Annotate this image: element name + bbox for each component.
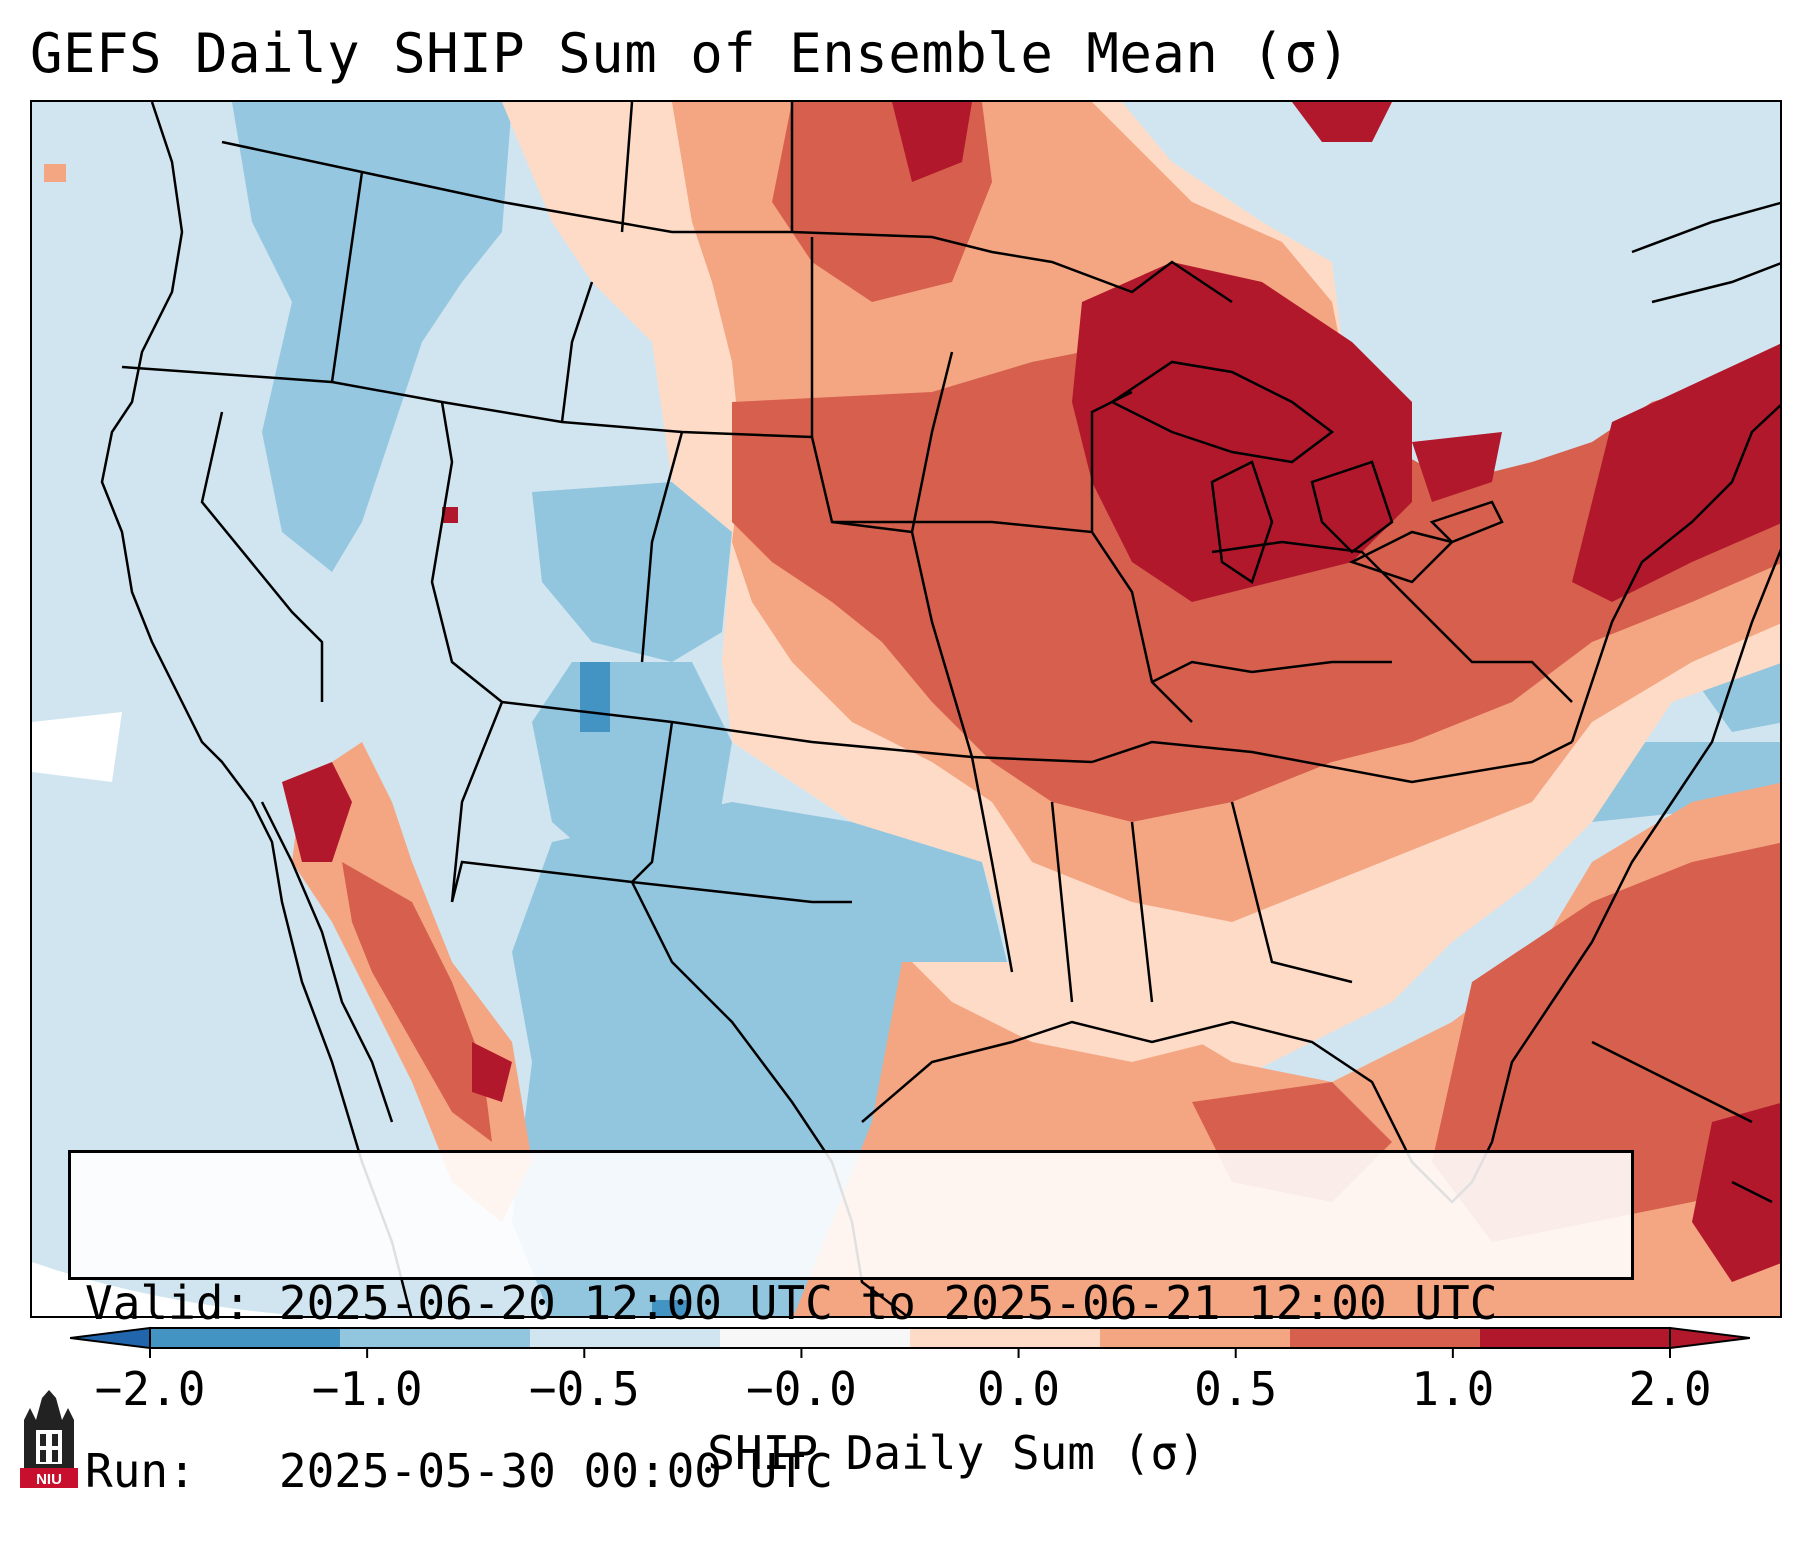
northeast-coastline xyxy=(1570,404,1780,743)
colorbar-segment xyxy=(150,1328,341,1348)
colorbar-tick-label: 0.0 xyxy=(977,1362,1061,1416)
lake-michigan-outline xyxy=(1210,460,1274,584)
lake-huron-outline xyxy=(1310,460,1394,554)
mexico-max xyxy=(472,1042,512,1102)
colorbar-segment xyxy=(1100,1328,1291,1348)
colorbar-segment xyxy=(1480,1328,1671,1348)
colorbar-segment xyxy=(720,1328,911,1348)
northern-plains-max xyxy=(892,102,972,182)
colorbar-over-arrow xyxy=(1670,1328,1750,1348)
baja-coast xyxy=(260,801,394,1123)
colorbar-segment xyxy=(340,1328,531,1348)
baja-positive-strong xyxy=(342,862,492,1142)
us-canada-border xyxy=(221,140,1233,304)
colorbar-under-arrow-outline xyxy=(70,1326,151,1350)
hispaniola-outline xyxy=(1731,1180,1773,1204)
colorbar-tick-label: 2.0 xyxy=(1628,1362,1712,1416)
boundaries xyxy=(100,102,1780,1316)
canada-max xyxy=(1292,102,1392,142)
chart-title: GEFS Daily SHIP Sum of Ensemble Mean (σ) xyxy=(30,22,1351,85)
west-coastline xyxy=(100,102,413,1316)
lake-superior-outline xyxy=(1109,360,1335,464)
state-lines-south xyxy=(970,756,1353,1003)
pacific-speck xyxy=(44,164,66,182)
valid-line: Valid: 2025-06-20 12:00 UTC to 2025-06-2… xyxy=(85,1275,1617,1331)
valid-value: 2025-06-20 12:00 UTC to 2025-06-21 12:00… xyxy=(278,1276,1498,1330)
colorbar-segment xyxy=(1290,1328,1481,1348)
state-lines-east xyxy=(1091,540,1573,784)
colorbar-tick-label: 0.5 xyxy=(1194,1362,1278,1416)
cuba-outline xyxy=(1591,1040,1753,1124)
logo-window-panes xyxy=(40,1434,58,1462)
colorbar-tick-label: −0.0 xyxy=(746,1362,857,1416)
socal-max xyxy=(282,762,352,862)
maritime-coastlines xyxy=(1631,201,1780,304)
colorbar-under-arrow xyxy=(70,1328,150,1348)
run-value: 2025-05-30 00:00 UTC xyxy=(278,1444,833,1498)
colorbar xyxy=(70,1326,1750,1358)
logo-banner xyxy=(20,1468,78,1488)
colorbar-segment xyxy=(910,1328,1101,1348)
map-svg xyxy=(32,102,1780,1316)
wyoming-negative-anomaly xyxy=(532,482,732,662)
atlantic-positive-strong xyxy=(1432,842,1780,1242)
colorbar-tick-label: −0.5 xyxy=(528,1362,640,1416)
newmexico-negative xyxy=(632,882,772,1002)
run-line: Run: 2025-05-30 00:00 UTC xyxy=(85,1443,1617,1499)
pacific-neutral-patch xyxy=(32,712,122,782)
map-panel[interactable] xyxy=(30,100,1782,1318)
colorbar-tick-label: −2.0 xyxy=(94,1362,206,1416)
colorbar-tick-label: 1.0 xyxy=(1411,1362,1495,1416)
northwest-negative-anomaly xyxy=(232,102,512,572)
colorado-strong-negative xyxy=(580,662,610,732)
logo-text: NIU xyxy=(36,1471,62,1488)
colorbar-tick-marks xyxy=(149,1348,1671,1358)
mexico-strong-negative xyxy=(652,1300,688,1316)
lake-ontario-outline xyxy=(1429,500,1504,544)
valid-label: Valid: xyxy=(85,1276,252,1330)
logo-windows xyxy=(36,1430,62,1464)
colorbar-tick-label: −1.0 xyxy=(311,1362,423,1416)
valid-run-infobox: Valid: 2025-06-20 12:00 UTC to 2025-06-2… xyxy=(68,1150,1634,1498)
nevada-max xyxy=(442,507,458,523)
run-label: Run: xyxy=(85,1444,196,1498)
northeast-max xyxy=(1572,343,1780,602)
lake-ontario-max xyxy=(1412,432,1502,502)
great-lakes-max xyxy=(1072,262,1412,602)
projection-edge xyxy=(32,1262,303,1316)
colorbar-segments xyxy=(70,1328,1750,1348)
colorbar-label: SHIP Daily Sum (σ) xyxy=(707,1426,1206,1480)
colorbar-segment xyxy=(530,1328,721,1348)
state-lines-plains xyxy=(560,102,974,758)
caribbean-max xyxy=(1692,1103,1780,1282)
university-tower-icon: NIU xyxy=(20,1390,78,1488)
colorbar-over-arrow-outline xyxy=(1669,1326,1750,1350)
